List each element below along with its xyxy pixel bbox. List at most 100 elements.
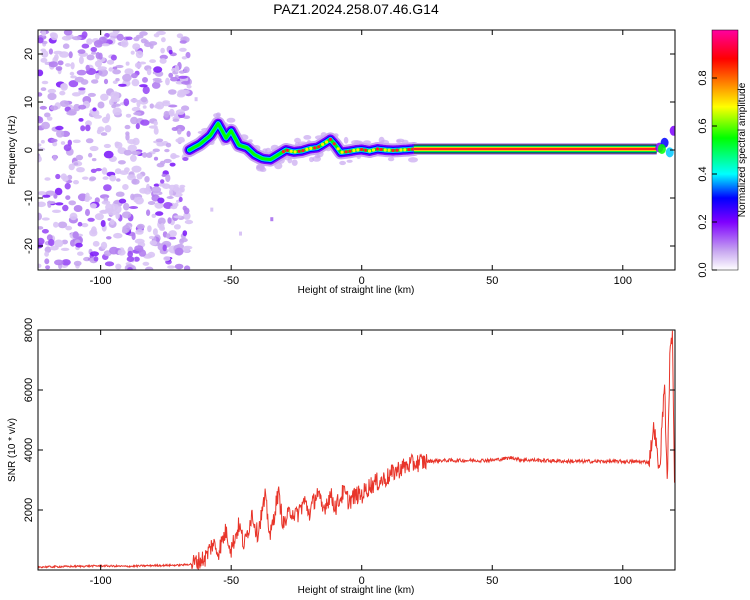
noise-blob xyxy=(81,43,90,49)
snr-x-label: Height of straight line (km) xyxy=(298,585,415,596)
noise-blob xyxy=(78,87,86,91)
noise-blob xyxy=(127,144,137,153)
noise-blob xyxy=(168,89,177,95)
noise-blob xyxy=(77,49,86,54)
noise-blob xyxy=(61,259,71,266)
colorbar-label: Normalized spectral amplitude xyxy=(737,82,748,217)
edge-signal xyxy=(655,125,675,158)
noise-region xyxy=(38,30,194,270)
noise-blob xyxy=(82,176,89,180)
noise-blob xyxy=(165,233,171,239)
ridge-peak xyxy=(364,148,368,152)
ridge-peak xyxy=(313,146,317,150)
noise-blob xyxy=(72,139,81,144)
halo-blob xyxy=(213,113,221,118)
noise-blob xyxy=(41,121,50,130)
noise-blob xyxy=(100,209,107,214)
noise-blob xyxy=(57,221,68,229)
noise-blob xyxy=(146,183,150,192)
noise-blob xyxy=(135,50,144,59)
noise-blob xyxy=(54,239,64,248)
noise-blob xyxy=(157,197,165,204)
noise-blob xyxy=(70,75,77,79)
noise-blob xyxy=(71,92,81,97)
noise-blob xyxy=(162,244,167,252)
x-tick-label: -100 xyxy=(90,275,112,287)
halo-blob xyxy=(339,160,346,166)
noise-blob xyxy=(173,215,182,219)
noise-blob xyxy=(154,104,161,109)
noise-blob xyxy=(60,173,67,180)
noise-blob xyxy=(85,192,90,199)
noise-blob xyxy=(38,69,44,77)
noise-blob xyxy=(51,209,62,213)
noise-blob xyxy=(167,217,172,224)
noise-blob xyxy=(178,196,183,202)
noise-blob xyxy=(75,154,84,161)
halo-blob xyxy=(408,157,418,163)
noise-blob xyxy=(185,51,191,59)
noise-blob xyxy=(38,201,46,208)
spectrogram-marks xyxy=(38,30,675,270)
noise-blob xyxy=(109,98,114,106)
ridge-peak xyxy=(368,149,372,153)
noise-blob xyxy=(68,200,76,206)
ridge-peak xyxy=(399,148,403,152)
ridge-peak xyxy=(395,148,399,152)
noise-blob xyxy=(125,133,130,141)
noise-blob xyxy=(93,40,104,48)
noise-blob xyxy=(178,75,188,79)
noise-blob xyxy=(123,98,130,107)
speckle xyxy=(270,217,274,222)
noise-blob xyxy=(163,256,171,262)
noise-blob xyxy=(78,104,87,110)
noise-blob xyxy=(55,202,64,206)
noise-blob xyxy=(146,209,151,216)
noise-blob xyxy=(97,126,105,132)
noise-blob xyxy=(70,62,75,70)
x-tick-label: -50 xyxy=(223,275,239,287)
noise-blob xyxy=(61,35,72,41)
noise-blob xyxy=(125,113,132,118)
noise-blob xyxy=(80,125,86,132)
noise-blob xyxy=(93,256,99,262)
noise-blob xyxy=(153,66,163,73)
noise-blob xyxy=(164,148,170,153)
noise-blob xyxy=(68,80,79,88)
noise-blob xyxy=(169,188,173,197)
ridge-peak xyxy=(309,146,313,150)
noise-blob xyxy=(48,61,58,68)
noise-blob xyxy=(161,37,166,43)
noise-blob xyxy=(109,174,117,182)
noise-blob xyxy=(147,201,156,205)
ridge-peak xyxy=(375,147,379,151)
noise-blob xyxy=(184,265,191,270)
noise-blob xyxy=(62,43,70,49)
noise-blob xyxy=(118,83,127,87)
noise-blob xyxy=(140,119,150,126)
noise-blob xyxy=(53,50,63,55)
noise-blob xyxy=(135,229,144,235)
noise-blob xyxy=(148,125,158,129)
noise-blob xyxy=(132,43,141,50)
noise-blob xyxy=(168,236,177,240)
noise-blob xyxy=(95,168,102,172)
noise-blob xyxy=(174,263,184,270)
noise-blob xyxy=(182,205,187,211)
noise-blob xyxy=(149,59,157,63)
ridge-peak xyxy=(281,150,285,154)
noise-blob xyxy=(92,240,100,247)
noise-blob xyxy=(173,224,181,230)
noise-blob xyxy=(127,267,133,270)
noise-blob xyxy=(148,235,155,240)
noise-blob xyxy=(159,160,166,165)
noise-blob xyxy=(117,249,126,256)
noise-blob xyxy=(172,118,180,122)
noise-blob xyxy=(77,221,83,227)
noise-blob xyxy=(142,152,148,158)
noise-blob xyxy=(130,50,135,55)
noise-blob xyxy=(92,107,97,112)
noise-blob xyxy=(103,150,114,159)
noise-blob xyxy=(68,51,73,59)
noise-blob xyxy=(172,186,180,192)
